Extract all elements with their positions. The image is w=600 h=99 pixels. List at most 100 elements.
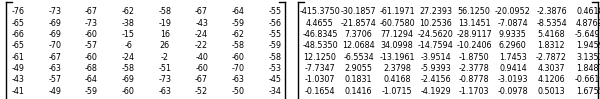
Text: -64: -64 — [232, 7, 245, 16]
Text: -49: -49 — [11, 64, 25, 73]
Text: 10.2536: 10.2536 — [419, 19, 452, 28]
Text: -46.8345: -46.8345 — [302, 30, 338, 39]
Text: -43: -43 — [11, 75, 25, 84]
Text: -69: -69 — [48, 19, 61, 28]
Text: -69: -69 — [122, 75, 134, 84]
Text: -1.8750: -1.8750 — [459, 53, 490, 62]
Text: -38: -38 — [122, 19, 134, 28]
Text: 4.4655: 4.4655 — [306, 19, 334, 28]
Text: -65: -65 — [11, 19, 25, 28]
Text: -43: -43 — [195, 19, 208, 28]
Text: -21.8574: -21.8574 — [341, 19, 376, 28]
Text: -58: -58 — [232, 41, 245, 50]
Text: 1.6755: 1.6755 — [576, 87, 600, 96]
Text: -2.3876: -2.3876 — [536, 7, 567, 16]
Text: -60: -60 — [195, 64, 208, 73]
Text: -70: -70 — [48, 41, 61, 50]
Text: -73: -73 — [48, 7, 61, 16]
Text: -13.1961: -13.1961 — [379, 53, 415, 62]
Text: -20.0952: -20.0952 — [495, 7, 531, 16]
Text: -19: -19 — [158, 19, 172, 28]
Text: -60: -60 — [85, 30, 98, 39]
Text: -73: -73 — [158, 75, 172, 84]
Text: -50: -50 — [232, 87, 245, 96]
Text: 1.8487: 1.8487 — [576, 64, 600, 73]
Text: -62: -62 — [122, 7, 134, 16]
Text: -63: -63 — [158, 87, 171, 96]
Text: -61: -61 — [11, 53, 25, 62]
Text: -3.0193: -3.0193 — [497, 75, 528, 84]
Text: -49: -49 — [48, 87, 61, 96]
Text: 0.5013: 0.5013 — [538, 87, 565, 96]
Text: -76: -76 — [11, 7, 25, 16]
Text: -55: -55 — [268, 30, 281, 39]
Text: -67: -67 — [195, 7, 208, 16]
Text: -64: -64 — [85, 75, 98, 84]
Text: -0.8778: -0.8778 — [459, 75, 490, 84]
Text: -60: -60 — [232, 53, 245, 62]
Text: 3.1353: 3.1353 — [576, 53, 600, 62]
Text: 2.3798: 2.3798 — [383, 64, 411, 73]
Text: -34: -34 — [269, 87, 281, 96]
Text: -6: -6 — [124, 41, 132, 50]
Text: -52: -52 — [195, 87, 208, 96]
Text: 27.2393: 27.2393 — [419, 7, 452, 16]
Text: -1.1703: -1.1703 — [459, 87, 490, 96]
Text: 12.0684: 12.0684 — [342, 41, 375, 50]
Text: -68: -68 — [85, 64, 98, 73]
Text: -0.1654: -0.1654 — [305, 87, 335, 96]
Text: -67: -67 — [195, 75, 208, 84]
Text: 0.1416: 0.1416 — [345, 87, 373, 96]
Text: -6.5534: -6.5534 — [343, 53, 374, 62]
Text: 12.1250: 12.1250 — [304, 53, 337, 62]
Text: -67: -67 — [48, 53, 61, 62]
Text: -24.5620: -24.5620 — [418, 30, 454, 39]
Text: -63: -63 — [232, 75, 245, 84]
Text: 4.3037: 4.3037 — [538, 64, 565, 73]
Text: -48.5350: -48.5350 — [302, 41, 338, 50]
Text: 0.4618: 0.4618 — [576, 7, 600, 16]
Text: -60.7580: -60.7580 — [379, 19, 415, 28]
Text: 5.4168: 5.4168 — [538, 30, 565, 39]
Text: 56.1250: 56.1250 — [458, 7, 491, 16]
Text: -30.1857: -30.1857 — [341, 7, 376, 16]
Text: 0.4168: 0.4168 — [383, 75, 411, 84]
Text: -8.5354: -8.5354 — [536, 19, 567, 28]
Text: -58: -58 — [269, 53, 281, 62]
Text: -59: -59 — [268, 41, 281, 50]
Text: -22: -22 — [195, 41, 208, 50]
Text: -53: -53 — [269, 64, 281, 73]
Text: -2: -2 — [161, 53, 169, 62]
Text: -65: -65 — [11, 41, 25, 50]
Text: -15: -15 — [122, 30, 134, 39]
Text: -67: -67 — [85, 7, 98, 16]
Text: 6.2960: 6.2960 — [499, 41, 527, 50]
Text: -0.0978: -0.0978 — [497, 87, 528, 96]
Text: -70: -70 — [232, 64, 245, 73]
Text: -73: -73 — [85, 19, 98, 28]
Text: -63: -63 — [48, 64, 61, 73]
Text: 16: 16 — [160, 30, 170, 39]
Text: 1.9459: 1.9459 — [576, 41, 600, 50]
Text: 77.1294: 77.1294 — [380, 30, 413, 39]
Text: -62: -62 — [232, 30, 245, 39]
Text: -66: -66 — [11, 30, 25, 39]
Text: -415.3750: -415.3750 — [299, 7, 340, 16]
Text: -2.4156: -2.4156 — [421, 75, 451, 84]
Text: -14.7594: -14.7594 — [418, 41, 454, 50]
Text: -2.3778: -2.3778 — [459, 64, 490, 73]
Text: -4.1929: -4.1929 — [421, 87, 451, 96]
Text: -59: -59 — [232, 19, 245, 28]
Text: -55: -55 — [268, 7, 281, 16]
Text: -57: -57 — [85, 41, 98, 50]
Text: -10.2406: -10.2406 — [457, 41, 492, 50]
Text: -56: -56 — [269, 19, 281, 28]
Text: -2.7872: -2.7872 — [536, 53, 567, 62]
Text: -59: -59 — [85, 87, 98, 96]
Text: -1.0307: -1.0307 — [305, 75, 335, 84]
Text: -60: -60 — [122, 87, 134, 96]
Text: -3.9514: -3.9514 — [421, 53, 451, 62]
Text: -7.0874: -7.0874 — [497, 19, 528, 28]
Text: 26: 26 — [160, 41, 170, 50]
Text: -5.6490: -5.6490 — [575, 30, 600, 39]
